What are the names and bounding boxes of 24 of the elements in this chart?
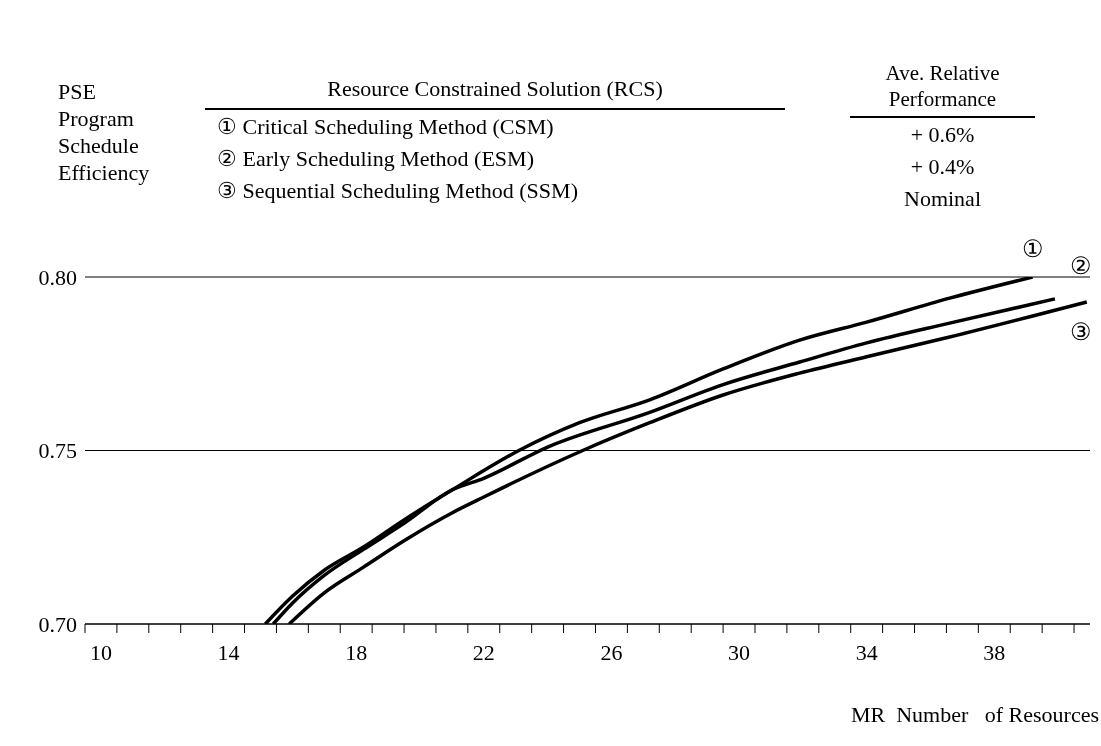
text: Ave. Relative Performance xyxy=(850,60,1035,118)
x-tick-label: 22 xyxy=(472,640,495,665)
y-tick-label: 0.75 xyxy=(38,438,77,464)
x-tick-label: 10 xyxy=(89,640,112,665)
x-tick-label: 30 xyxy=(728,640,751,665)
series-label: ③ xyxy=(1069,318,1092,345)
x-axis-title: MR Number of Resources xyxy=(850,702,1099,728)
x-tick-label: 14 xyxy=(217,640,240,665)
text: ③ Sequential Scheduling Method (SSM) xyxy=(216,178,579,204)
text: ① Critical Scheduling Method (CSM) xyxy=(216,114,555,140)
text: ② Early Scheduling Method (ESM) xyxy=(216,146,535,172)
x-tick-label: 38 xyxy=(983,640,1006,665)
x-tick-label: 18 xyxy=(345,640,368,665)
text: + 0.4% xyxy=(909,154,976,180)
series-label: ① xyxy=(1021,236,1044,262)
series-label: ② xyxy=(1069,252,1092,279)
x-tick-label: 26 xyxy=(600,640,623,665)
y-tick-label: 0.80 xyxy=(38,264,77,290)
text: Nominal xyxy=(903,186,982,212)
text: Resource Constrained Solution (RCS) xyxy=(205,76,785,110)
text: + 0.6% xyxy=(909,122,976,148)
x-tick-label: 34 xyxy=(855,640,878,665)
y-axis-title: PSE Program Schedule Efficiency xyxy=(58,78,151,186)
y-tick-label: 0.70 xyxy=(38,611,77,637)
